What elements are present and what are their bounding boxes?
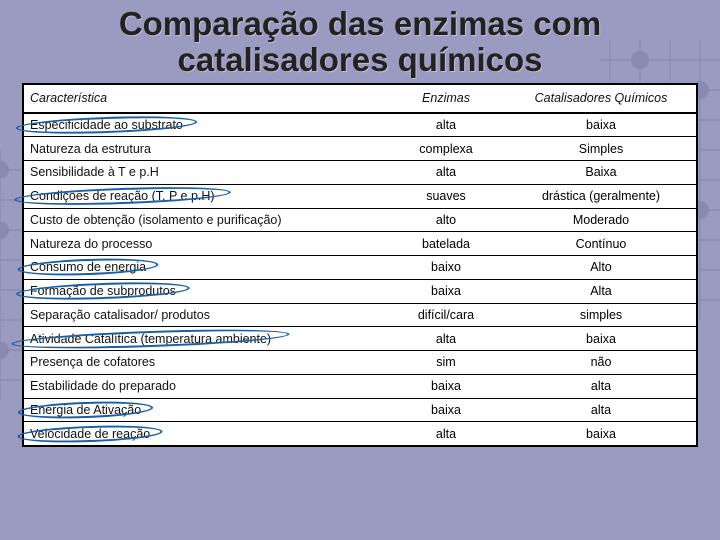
cell-enzimas: baixo: [386, 256, 506, 280]
highlight-ellipse: Condições de reação (T, P e p.H): [30, 189, 215, 203]
cell-caracteristica: Sensibilidade à T e p.H: [24, 161, 386, 185]
comparison-table-container: Característica Enzimas Catalisadores Quí…: [22, 83, 698, 447]
table-row: Sensibilidade à T e p.HaltaBaixa: [24, 161, 696, 185]
cell-caracteristica: Custo de obtenção (isolamento e purifica…: [24, 208, 386, 232]
highlight-ellipse: Velocidade de reação: [30, 427, 150, 441]
table-row: Velocidade de reação altabaixa: [24, 422, 696, 445]
page-title: Comparação das enzimas com catalisadores…: [22, 6, 698, 77]
cell-caracteristica: Condições de reação (T, P e p.H): [24, 184, 386, 208]
highlight-ellipse: Atividade Catalítica (temperatura ambien…: [30, 332, 271, 346]
cell-catalisadores: baixa: [506, 327, 696, 351]
highlight-ellipse: Consumo de energia: [30, 260, 146, 274]
table-row: Energia de Ativação baixaalta: [24, 398, 696, 422]
table-row: Formação de subprodutos baixaAlta: [24, 279, 696, 303]
table-header-row: Característica Enzimas Catalisadores Quí…: [24, 85, 696, 112]
cell-enzimas: baixa: [386, 374, 506, 398]
cell-caracteristica: Velocidade de reação: [24, 422, 386, 445]
cell-caracteristica: Natureza do processo: [24, 232, 386, 256]
cell-caracteristica: Presença de cofatores: [24, 351, 386, 375]
cell-catalisadores: Contínuo: [506, 232, 696, 256]
cell-enzimas: alta: [386, 327, 506, 351]
table-row: Estabilidade do preparadobaixaalta: [24, 374, 696, 398]
table-row: Custo de obtenção (isolamento e purifica…: [24, 208, 696, 232]
comparison-table: Característica Enzimas Catalisadores Quí…: [24, 85, 696, 445]
cell-catalisadores: baixa: [506, 422, 696, 445]
highlight-ellipse: Energia de Ativação: [30, 403, 141, 417]
cell-enzimas: baixa: [386, 279, 506, 303]
cell-catalisadores: baixa: [506, 113, 696, 137]
cell-enzimas: alta: [386, 113, 506, 137]
cell-caracteristica: Estabilidade do preparado: [24, 374, 386, 398]
cell-catalisadores: Alto: [506, 256, 696, 280]
cell-caracteristica: Atividade Catalítica (temperatura ambien…: [24, 327, 386, 351]
cell-catalisadores: drástica (geralmente): [506, 184, 696, 208]
cell-caracteristica: Natureza da estrutura: [24, 137, 386, 161]
highlight-ellipse: Formação de subprodutos: [30, 284, 176, 298]
cell-caracteristica: Energia de Ativação: [24, 398, 386, 422]
cell-caracteristica: Separação catalisador/ produtos: [24, 303, 386, 327]
cell-caracteristica: Especificidade ao substrato: [24, 113, 386, 137]
cell-enzimas: alta: [386, 161, 506, 185]
col-caracteristica: Característica: [24, 85, 386, 112]
cell-enzimas: batelada: [386, 232, 506, 256]
cell-catalisadores: não: [506, 351, 696, 375]
col-catalisadores: Catalisadores Químicos: [506, 85, 696, 112]
cell-enzimas: sim: [386, 351, 506, 375]
cell-catalisadores: Baixa: [506, 161, 696, 185]
table-row: Presença de cofatoressimnão: [24, 351, 696, 375]
cell-enzimas: alto: [386, 208, 506, 232]
table-row: Consumo de energia baixoAlto: [24, 256, 696, 280]
cell-enzimas: alta: [386, 422, 506, 445]
cell-catalisadores: alta: [506, 374, 696, 398]
cell-catalisadores: simples: [506, 303, 696, 327]
table-row: Especificidade ao substrato altabaixa: [24, 113, 696, 137]
cell-catalisadores: alta: [506, 398, 696, 422]
table-row: Natureza do processobateladaContínuo: [24, 232, 696, 256]
cell-enzimas: complexa: [386, 137, 506, 161]
cell-catalisadores: Alta: [506, 279, 696, 303]
cell-enzimas: suaves: [386, 184, 506, 208]
highlight-ellipse: Especificidade ao substrato: [30, 118, 183, 132]
col-enzimas: Enzimas: [386, 85, 506, 112]
cell-catalisadores: Moderado: [506, 208, 696, 232]
cell-enzimas: baixa: [386, 398, 506, 422]
cell-caracteristica: Formação de subprodutos: [24, 279, 386, 303]
table-row: Natureza da estruturacomplexaSimples: [24, 137, 696, 161]
cell-caracteristica: Consumo de energia: [24, 256, 386, 280]
cell-enzimas: difícil/cara: [386, 303, 506, 327]
table-row: Separação catalisador/ produtosdifícil/c…: [24, 303, 696, 327]
cell-catalisadores: Simples: [506, 137, 696, 161]
table-row: Condições de reação (T, P e p.H) suavesdr…: [24, 184, 696, 208]
table-row: Atividade Catalítica (temperatura ambien…: [24, 327, 696, 351]
